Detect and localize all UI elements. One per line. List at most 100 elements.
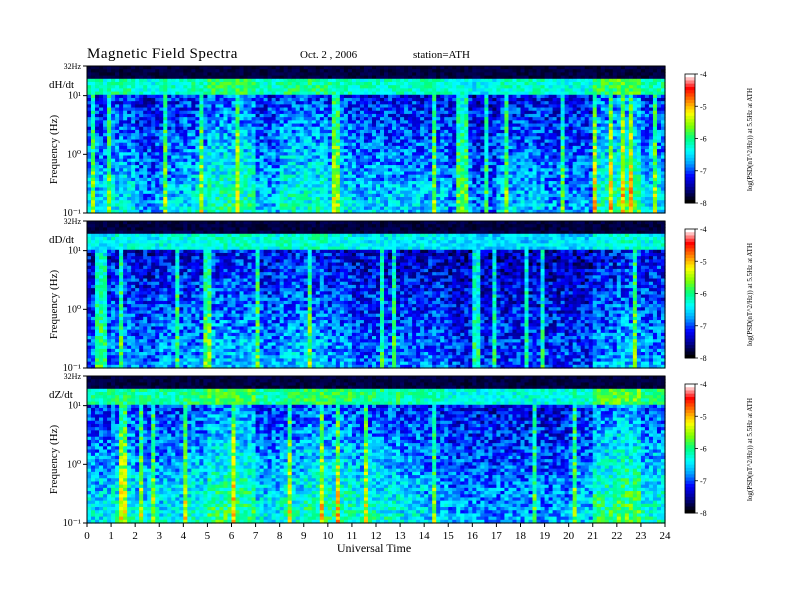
heatmap-cell (239, 81, 245, 86)
heatmap-cell (247, 101, 253, 105)
heatmap-cell (123, 94, 128, 99)
heatmap-cell (167, 81, 172, 86)
heatmap-cell (271, 123, 277, 128)
heatmap-cell (99, 197, 104, 201)
heatmap-cell (299, 158, 305, 163)
heatmap-cell (243, 181, 249, 185)
heatmap-cell (279, 142, 285, 147)
heatmap-cell (159, 81, 164, 86)
heatmap-cell (195, 81, 200, 86)
heatmap-cell (271, 158, 277, 163)
heatmap-cell (183, 149, 188, 153)
heatmap-cell (287, 133, 293, 137)
heatmap-cell (183, 97, 188, 102)
heatmap-cell (163, 158, 168, 163)
heatmap-cell (119, 209, 124, 214)
heatmap-cell (99, 81, 104, 86)
heatmap-cell (247, 110, 253, 115)
heatmap-cell (275, 107, 281, 112)
heatmap-cell (151, 113, 156, 118)
heatmap-cell (187, 72, 192, 77)
heatmap-cell (151, 165, 156, 169)
heatmap-cell (111, 75, 116, 80)
heatmap-cell (167, 161, 172, 166)
heatmap-cell (131, 197, 136, 201)
heatmap-cell (271, 181, 277, 185)
heatmap-cell (191, 123, 196, 128)
heatmap-cell (107, 209, 112, 214)
heatmap-cell (275, 149, 281, 153)
heatmap-cell (315, 78, 321, 83)
heatmap-cell (191, 129, 196, 134)
heatmap-cell (275, 206, 281, 211)
heatmap-cell (307, 139, 313, 144)
heatmap-cell (279, 126, 285, 131)
heatmap-cell (247, 123, 253, 128)
heatmap-cell (223, 155, 229, 160)
heatmap-cell (131, 123, 136, 128)
heatmap-cell (283, 190, 289, 195)
heatmap-cell (179, 101, 184, 105)
heatmap-cell (287, 123, 293, 128)
heatmap-cell (103, 171, 108, 176)
heatmap-cell (315, 104, 321, 109)
heatmap-cell (91, 155, 96, 160)
heatmap-cell (167, 66, 172, 70)
heatmap-cell (287, 139, 293, 144)
heatmap-cell (151, 72, 156, 77)
heatmap-cell (191, 133, 196, 137)
heatmap-cell (215, 206, 221, 211)
heatmap-cell (227, 177, 233, 182)
heatmap-cell (299, 187, 305, 192)
heatmap-cell (275, 145, 281, 150)
heatmap-cell (231, 139, 237, 144)
heatmap-cell (147, 136, 152, 141)
heatmap-cell (199, 107, 204, 112)
heatmap-cell (303, 88, 309, 93)
heatmap-cell (147, 104, 152, 109)
heatmap-cell (147, 184, 152, 189)
heatmap-cell (299, 72, 305, 77)
heatmap-cell (251, 133, 257, 137)
heatmap-cell (143, 85, 148, 89)
heatmap-cell (143, 113, 148, 118)
heatmap-cell (267, 190, 273, 195)
heatmap-cell (183, 142, 188, 147)
heatmap-cell (259, 120, 265, 125)
heatmap-cell (243, 149, 249, 153)
heatmap-cell (195, 149, 200, 153)
heatmap-cell (207, 158, 213, 163)
heatmap-cell (199, 142, 204, 147)
heatmap-cell (127, 161, 132, 166)
heatmap-cell (263, 142, 269, 147)
heatmap-cell (283, 209, 289, 214)
heatmap-cell (103, 193, 108, 198)
heatmap-cell (267, 66, 273, 70)
heatmap-cell (283, 78, 289, 83)
heatmap-cell (255, 91, 261, 96)
heatmap-cell (247, 69, 253, 73)
heatmap-cell (147, 120, 152, 125)
heatmap-cell (295, 197, 301, 201)
heatmap-cell (235, 88, 241, 93)
heatmap-cell (211, 117, 217, 121)
heatmap-cell (131, 104, 136, 109)
heatmap-cell (91, 94, 96, 99)
heatmap-cell (211, 126, 217, 131)
heatmap-cell (295, 107, 301, 112)
heatmap-cell (123, 209, 128, 214)
heatmap-cell (219, 149, 225, 153)
heatmap-cell (227, 155, 233, 160)
heatmap-cell (111, 104, 116, 109)
heatmap-cell (107, 101, 112, 105)
heatmap-cell (143, 181, 148, 185)
heatmap-cell (107, 197, 112, 201)
heatmap-cell (95, 155, 100, 160)
heatmap-cell (107, 126, 112, 131)
heatmap-cell (259, 142, 265, 147)
heatmap-cell (171, 126, 176, 131)
heatmap-cell (127, 117, 132, 121)
heatmap-cell (171, 184, 176, 189)
heatmap-cell (135, 161, 140, 166)
heatmap-cell (231, 107, 237, 112)
